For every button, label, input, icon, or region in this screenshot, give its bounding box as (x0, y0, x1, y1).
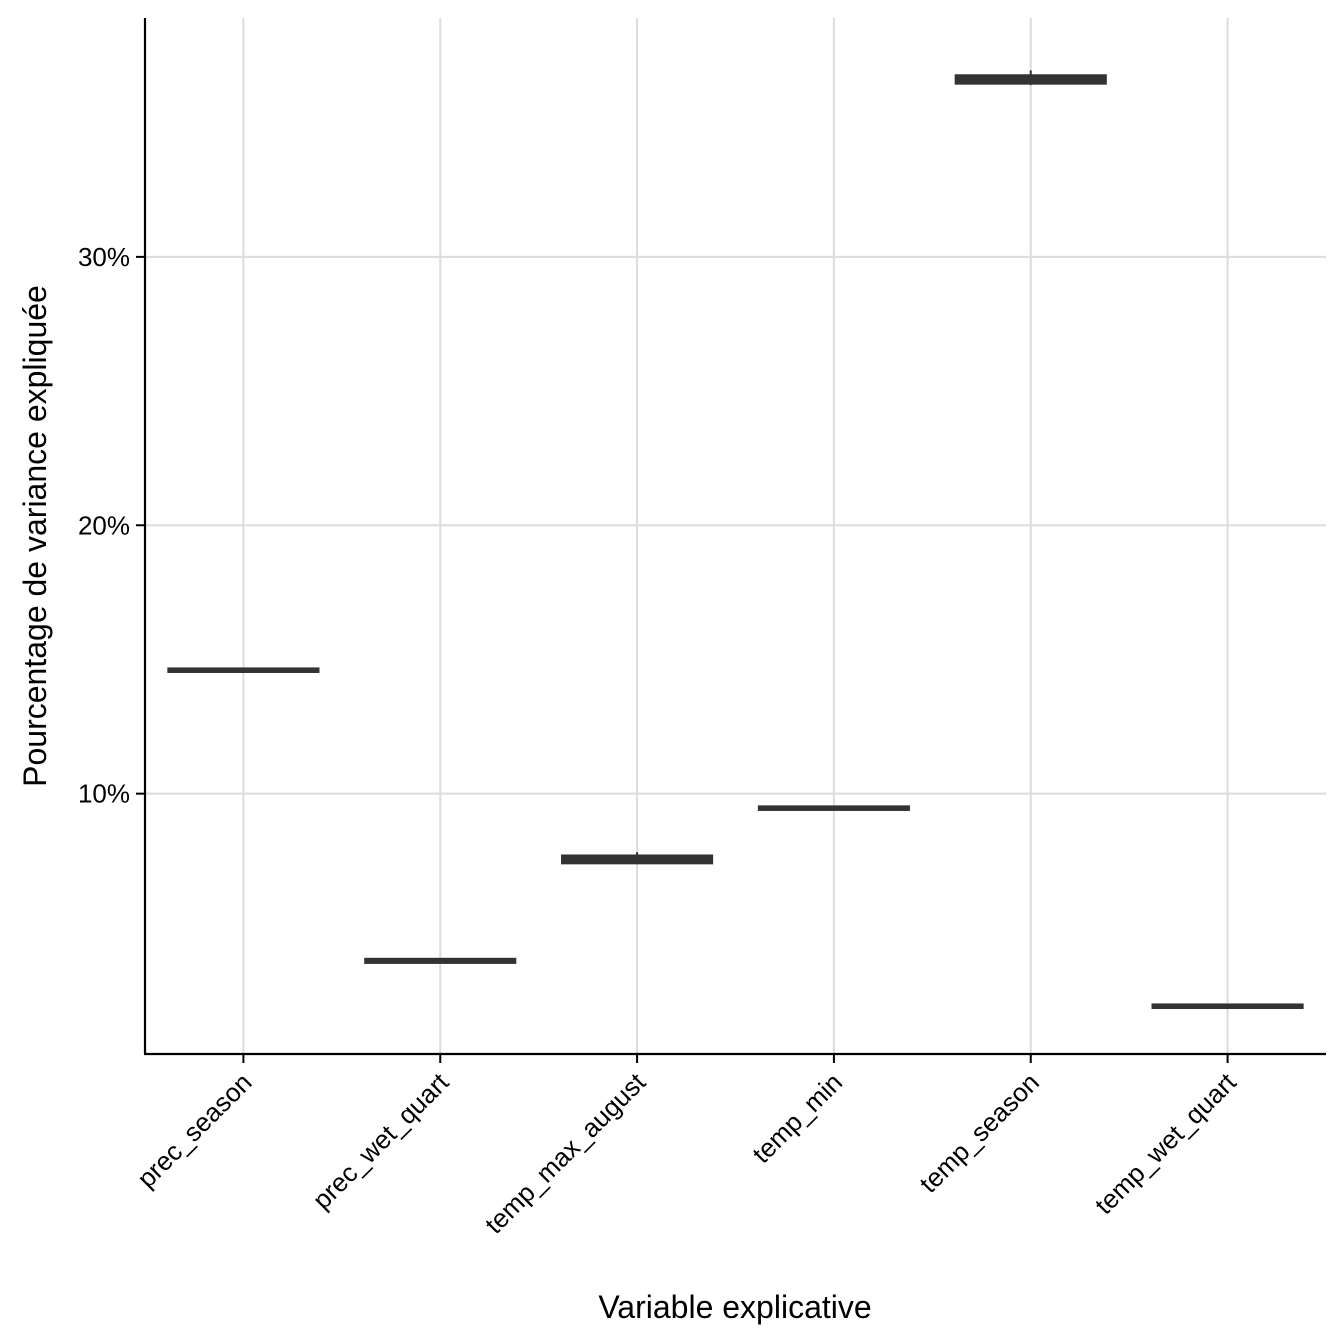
box-prec_season (167, 667, 320, 673)
grid-lines (145, 18, 1326, 1054)
x-tick-label: temp_season (913, 1067, 1045, 1199)
y-tick-label: 20% (78, 510, 130, 540)
x-tick-label: temp_max_august (479, 1066, 652, 1239)
box-temp_min (757, 805, 910, 811)
y-tick-label: 30% (78, 242, 130, 272)
axes (143, 18, 1326, 1056)
box-temp_wet_quart (1151, 1003, 1304, 1010)
y-tick-label: 10% (78, 779, 130, 809)
x-tick-label: prec_season (131, 1067, 257, 1193)
box-prec_wet_quart (364, 957, 517, 964)
box-temp_season (954, 70, 1107, 86)
x-axis-ticks: prec_season prec_wet_quart temp_max_august… (131, 1054, 1242, 1239)
box-series (167, 70, 1304, 1010)
y-axis-ticks: 10% 20% 30% (78, 242, 145, 809)
box-temp_max_august (561, 852, 714, 865)
x-axis-title: Variable explicative (598, 1289, 871, 1325)
x-tick-label: prec_wet_quart (307, 1066, 455, 1214)
x-tick-label: temp_wet_quart (1089, 1066, 1243, 1220)
x-tick-label: temp_min (746, 1067, 848, 1169)
y-axis-title: Pourcentage de variance expliquée (17, 285, 53, 787)
